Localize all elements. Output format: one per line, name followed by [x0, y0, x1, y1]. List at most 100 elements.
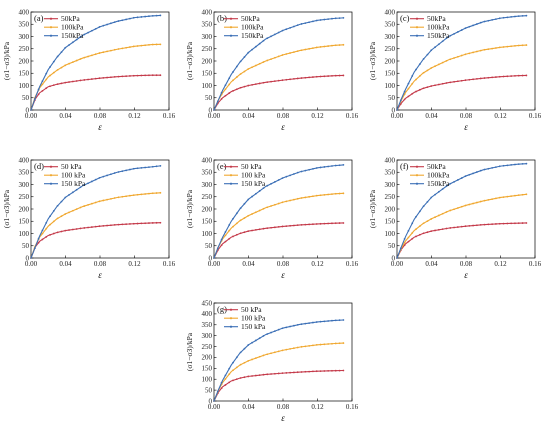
series-point: [117, 75, 120, 78]
series-point: [41, 232, 44, 235]
series-point: [151, 192, 154, 195]
series-point: [456, 80, 459, 83]
series-point: [273, 33, 276, 36]
series-point: [247, 198, 250, 201]
series-point: [71, 209, 74, 212]
series-point: [258, 190, 261, 192]
series-point: [510, 16, 513, 18]
y-tick-label: 250: [202, 343, 213, 351]
series-point: [262, 354, 265, 357]
series-point: [125, 18, 128, 21]
series-point: [415, 68, 417, 71]
series-point: [262, 61, 265, 63]
series-point: [262, 81, 265, 84]
series-point: [270, 35, 272, 38]
series-point: [243, 70, 246, 73]
series-point: [304, 345, 307, 348]
series-point: [319, 370, 322, 372]
series-point: [334, 319, 337, 322]
series-point: [289, 348, 291, 350]
series-point: [60, 66, 63, 69]
series-point: [506, 222, 509, 225]
series-point: [327, 75, 330, 77]
series-point: [418, 210, 421, 213]
series-point: [129, 223, 131, 225]
series-point: [79, 186, 82, 189]
series-point: [331, 165, 333, 167]
y-tick-label: 200: [19, 205, 30, 213]
x-tick-label: 0.04: [242, 260, 255, 268]
series-point: [334, 369, 337, 372]
x-tick-label: 0.12: [128, 260, 141, 268]
legend-marker: [229, 317, 233, 320]
series-point: [403, 90, 406, 93]
series-point: [262, 335, 265, 337]
series-point: [285, 78, 288, 81]
legend-marker: [49, 165, 53, 168]
series-point: [110, 22, 112, 25]
series-point: [289, 174, 291, 177]
x-tick-label: 0.04: [425, 260, 438, 268]
series-point: [300, 77, 303, 79]
series-point: [430, 196, 433, 199]
series-line: [30, 222, 161, 259]
series-point: [254, 339, 257, 342]
series-point: [476, 201, 478, 204]
series-point: [83, 227, 86, 229]
y-axis-label: (σ1−σ3)/kPa: [2, 189, 11, 228]
series-point: [502, 196, 505, 199]
series-point: [125, 169, 128, 172]
series-point: [498, 17, 501, 20]
legend-label: 100 kPa: [241, 314, 266, 323]
legend-label: 50 kPa: [241, 162, 262, 171]
series-point: [83, 56, 86, 59]
x-tick-label: 0.00: [208, 260, 221, 268]
series-point: [502, 46, 505, 48]
x-tick-label: 0.16: [529, 112, 542, 120]
series-point: [262, 187, 265, 190]
series-point: [277, 202, 280, 205]
series-point: [102, 175, 105, 178]
series-point: [323, 320, 326, 323]
series-point: [94, 77, 97, 80]
series-point: [434, 229, 436, 232]
series-point: [487, 167, 490, 170]
y-tick-label: 0: [209, 106, 213, 114]
series-point: [415, 78, 417, 81]
panel-label: (f): [400, 161, 409, 171]
legend-label: 150kPa: [427, 179, 450, 188]
series-point: [41, 229, 44, 232]
series-point: [262, 207, 265, 210]
series-point: [285, 200, 288, 203]
series-point: [232, 89, 234, 92]
series-point: [129, 75, 131, 77]
legend-marker: [229, 182, 233, 185]
series-point: [159, 14, 162, 17]
series-point: [441, 228, 444, 231]
series-point: [285, 28, 288, 31]
series-point: [418, 63, 421, 65]
series-point: [49, 85, 51, 88]
series-point: [479, 169, 482, 172]
series-point: [87, 203, 89, 206]
series-point: [144, 193, 147, 195]
series-point: [304, 169, 307, 172]
series-point: [289, 199, 291, 202]
series-point: [342, 222, 345, 224]
series-line: [30, 74, 161, 111]
series-point: [129, 46, 131, 48]
y-tick-label: 150: [385, 218, 396, 226]
series-point: [273, 203, 276, 206]
series-point: [308, 21, 311, 24]
series-point: [60, 230, 63, 233]
series-point: [323, 75, 326, 78]
y-tick-label: 150: [19, 70, 30, 78]
series-point: [148, 222, 150, 224]
series-point: [110, 224, 112, 227]
legend-label: 150kPa: [427, 31, 450, 40]
series-point: [437, 214, 440, 217]
series-point: [308, 223, 311, 226]
series-point: [327, 370, 330, 372]
series-point: [315, 75, 318, 78]
series-point: [495, 47, 497, 49]
